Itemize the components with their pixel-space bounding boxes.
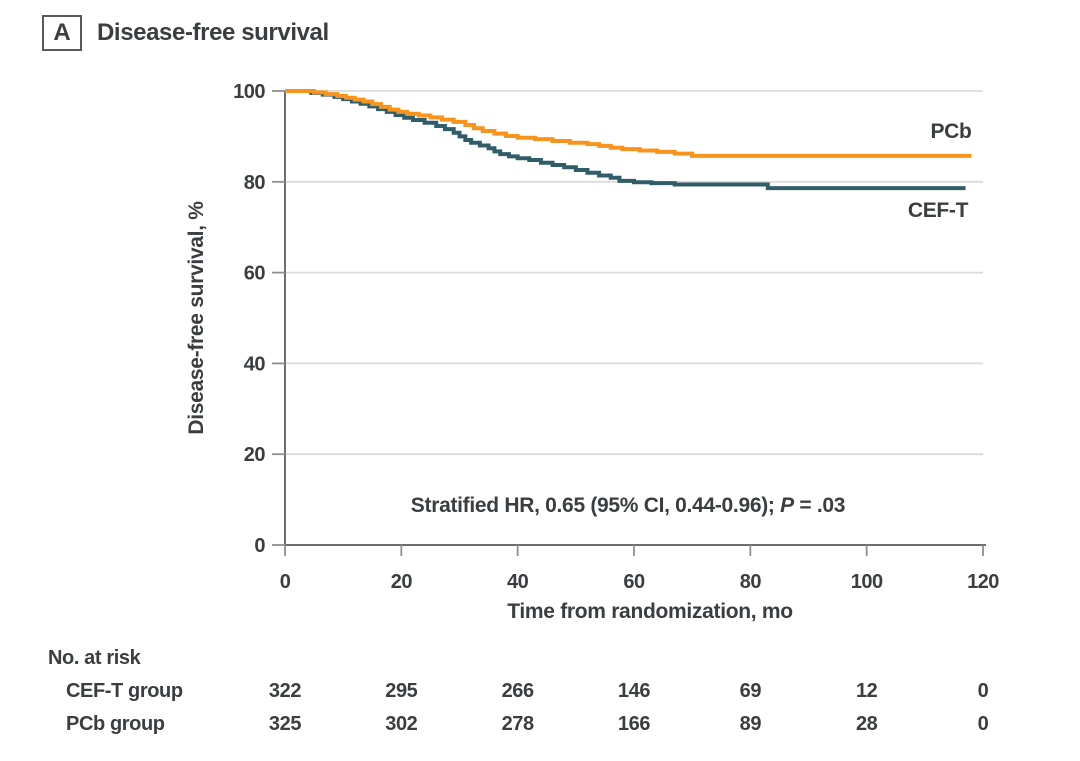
risk-table-title: No. at risk [48, 647, 142, 669]
risk-count: 295 [385, 680, 417, 702]
risk-count: 166 [618, 713, 650, 735]
x-tick-label: 0 [280, 571, 291, 593]
risk-count: 0 [978, 713, 989, 735]
curve-cef-t [285, 89, 966, 191]
survival-curves [285, 89, 972, 191]
x-tick-label: 40 [507, 571, 529, 593]
curve-label-pcb: PCb [930, 120, 971, 143]
gridlines [285, 90, 983, 456]
tick-marks [272, 90, 984, 556]
risk-count: 146 [618, 680, 650, 702]
hr-annotation-p: P [780, 494, 795, 517]
panel-letter: A [53, 19, 71, 46]
curve-pcb [285, 89, 972, 158]
risk-count: 89 [740, 713, 762, 735]
y-tick-label: 20 [244, 444, 266, 466]
risk-count: 325 [269, 713, 301, 735]
risk-count: 266 [502, 680, 534, 702]
x-tick-label: 120 [967, 571, 999, 593]
panel-title: Disease-free survival [97, 19, 329, 46]
risk-count: 28 [856, 713, 878, 735]
hr-annotation-main: Stratified HR, 0.65 (95% CI, 0.44-0.96); [411, 494, 780, 517]
panel-header: A Disease-free survival [42, 15, 329, 51]
y-tick-label: 80 [244, 172, 266, 194]
hr-annotation-value: = .03 [794, 494, 845, 517]
y-axis-title: Disease-free survival, % [185, 201, 208, 435]
risk-count: 322 [269, 680, 301, 702]
x-tick-label: 100 [851, 571, 883, 593]
risk-row-label: CEF-T group [66, 680, 183, 702]
risk-table: No. at risk CEF-T group 322 295 266 146 69 12 0 P… [48, 647, 989, 735]
y-tick-label: 100 [233, 81, 265, 103]
risk-count: 278 [502, 713, 534, 735]
risk-count: 69 [740, 680, 762, 702]
curve-label-cef-t: CEF-T [908, 199, 969, 222]
x-axis-title: Time from randomization, mo [507, 600, 793, 623]
x-tick-label: 80 [740, 571, 762, 593]
risk-row-label: PCb group [66, 713, 165, 735]
x-tick-label: 60 [623, 571, 645, 593]
y-tick-label: 0 [254, 535, 265, 557]
panel-letter-box: A [42, 15, 82, 51]
y-tick-label: 40 [244, 353, 266, 375]
y-tick-label: 60 [244, 263, 266, 285]
risk-count: 302 [385, 713, 417, 735]
hr-annotation: Stratified HR, 0.65 (95% CI, 0.44-0.96);… [411, 494, 845, 517]
risk-count: 12 [856, 680, 878, 702]
tick-labels: 0 20 40 60 80 100 0 20 40 60 80 100 120 [233, 81, 1000, 593]
x-tick-label: 20 [391, 571, 413, 593]
risk-count: 0 [978, 680, 989, 702]
axis-lines [284, 91, 986, 546]
